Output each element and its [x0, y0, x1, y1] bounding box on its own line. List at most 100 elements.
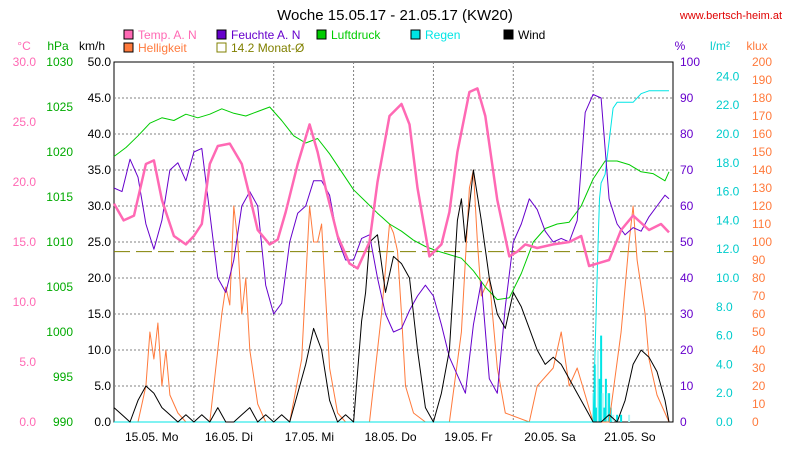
- axis-tick-lux: 110: [752, 217, 771, 231]
- x-tick-label: 18.05. Do: [365, 430, 417, 444]
- axis-tick-wind: 45.0: [88, 91, 112, 105]
- axis-tick-press: 1030: [46, 55, 73, 69]
- legend-swatch: [216, 42, 227, 53]
- axis-tick-rain: 6.0: [716, 329, 733, 343]
- legend-swatch: [503, 29, 514, 40]
- axis-tick-hum: 0: [680, 415, 687, 429]
- axis-tick-wind: 35.0: [88, 163, 112, 177]
- series-layer: [112, 87, 673, 423]
- axis-tick-press: 1000: [46, 325, 73, 339]
- rain-bar: [598, 378, 601, 422]
- rain-bar: [616, 414, 619, 422]
- series-line-regen: [114, 90, 669, 423]
- axis-title-wind: km/h: [79, 39, 105, 53]
- axis-tick-lux: 20: [752, 379, 766, 393]
- axis-tick-temp: 5.0: [19, 355, 36, 369]
- axis-title-hum: %: [675, 39, 686, 53]
- legend-swatch: [216, 29, 227, 40]
- axis-tick-rain: 12.0: [716, 242, 740, 256]
- x-tick-label: 20.05. Sa: [524, 430, 576, 444]
- axis-tick-wind: 10.0: [88, 343, 112, 357]
- axis-tick-hum: 50: [680, 235, 694, 249]
- axis-tick-wind: 50.0: [88, 55, 112, 69]
- axis-title-temp: °C: [17, 39, 31, 53]
- legend-swatch: [123, 29, 134, 40]
- axis-tick-lux: 0: [752, 415, 759, 429]
- axis-tick-hum: 20: [680, 343, 694, 357]
- rain-bar: [601, 393, 604, 422]
- rain-bar: [604, 378, 607, 422]
- axis-tick-rain: 8.0: [716, 300, 733, 314]
- rain-bar: [606, 393, 609, 422]
- axis-tick-lux: 200: [752, 55, 772, 69]
- axis-title-lux: klux: [746, 39, 767, 53]
- axis-tick-rain: 20.0: [716, 127, 740, 141]
- axis-tick-hum: 80: [680, 127, 694, 141]
- plot-area: [112, 61, 674, 423]
- legend-label: Helligkeit: [138, 41, 187, 55]
- legend-swatch: [410, 29, 421, 40]
- axis-tick-rain: 2.0: [716, 386, 733, 400]
- axis-tick-press: 990: [53, 415, 73, 429]
- axis-title-press: hPa: [47, 39, 69, 53]
- x-tick-label: 17.05. Mi: [285, 430, 334, 444]
- legend-label: 14.2 Monat-Ø: [231, 41, 304, 55]
- axis-tick-hum: 70: [680, 163, 694, 177]
- legend-label: Luftdruck: [331, 28, 381, 42]
- legend-label: Wind: [518, 28, 545, 42]
- axis-tick-press: 1015: [46, 190, 73, 204]
- rain-bar: [603, 407, 606, 422]
- axis-tick-rain: 22.0: [716, 98, 740, 112]
- axis-tick-lux: 160: [752, 127, 772, 141]
- series-line-luftdruck: [113, 106, 670, 301]
- legend: Temp. A. N Feuchte A. N Luftdruck Regen Wind…: [123, 28, 545, 55]
- legend-label: Regen: [425, 28, 460, 42]
- x-tick-label: 16.05. Di: [205, 430, 253, 444]
- x-tick-label: 19.05. Fr: [444, 430, 492, 444]
- axis-tick-wind: 40.0: [88, 127, 112, 141]
- axis-title-rain: l/m²: [710, 39, 730, 53]
- axis-tick-rain: 18.0: [716, 156, 740, 170]
- axis-tick-rain: 4.0: [716, 357, 733, 371]
- axis-tick-temp: 25.0: [13, 115, 37, 129]
- rain-bar: [609, 407, 612, 422]
- plot-frame: [113, 61, 674, 423]
- axis-tick-hum: 90: [680, 91, 694, 105]
- rain-bar: [628, 414, 631, 422]
- axis-titles: °C hPa km/h% l/m² klux: [17, 39, 767, 53]
- axis-tick-lux: 30: [752, 361, 766, 375]
- x-tick-label: 21.05. So: [604, 430, 656, 444]
- axis-tick-lux: 60: [752, 307, 766, 321]
- axis-tick-lux: 140: [752, 163, 772, 177]
- series-line-temp-a-n: [112, 87, 670, 270]
- grid: [114, 62, 673, 422]
- axis-tick-lux: 70: [752, 289, 766, 303]
- axis-tick-lux: 100: [752, 235, 772, 249]
- axis-tick-press: 995: [53, 370, 73, 384]
- axis-tick-hum: 100: [680, 55, 700, 69]
- axis-tick-wind: 25.0: [88, 235, 112, 249]
- axis-tick-press: 1010: [46, 235, 73, 249]
- axis-tick-wind: 30.0: [88, 199, 112, 213]
- axis-tick-temp: 15.0: [13, 235, 37, 249]
- legend-swatch: [316, 29, 327, 40]
- axis-tick-hum: 40: [680, 271, 694, 285]
- axis-tick-temp: 30.0: [13, 55, 37, 69]
- legend-label: Temp. A. N: [138, 28, 197, 42]
- x-axis-labels: 15.05. Mo 16.05. Di 17.05. Mi 18.05. Do 19.0…: [125, 430, 656, 444]
- rain-bar: [608, 393, 611, 422]
- axis-tick-rain: 14.0: [716, 213, 740, 227]
- source-url[interactable]: www.bertsch-heim.at: [679, 10, 782, 22]
- axis-tick-lux: 190: [752, 73, 772, 87]
- axis-ticks: 0.05.010.015.020.025.030.099099510001005…: [13, 55, 773, 429]
- rain-bar: [596, 350, 599, 422]
- rain-bar: [600, 335, 603, 422]
- axis-tick-lux: 80: [752, 271, 766, 285]
- axis-tick-hum: 60: [680, 199, 694, 213]
- series-line-wind: [113, 169, 670, 423]
- axis-tick-lux: 180: [752, 91, 772, 105]
- legend-label: Feuchte A. N: [231, 28, 300, 42]
- axis-tick-rain: 0.0: [716, 415, 733, 429]
- axis-tick-press: 1020: [46, 145, 73, 159]
